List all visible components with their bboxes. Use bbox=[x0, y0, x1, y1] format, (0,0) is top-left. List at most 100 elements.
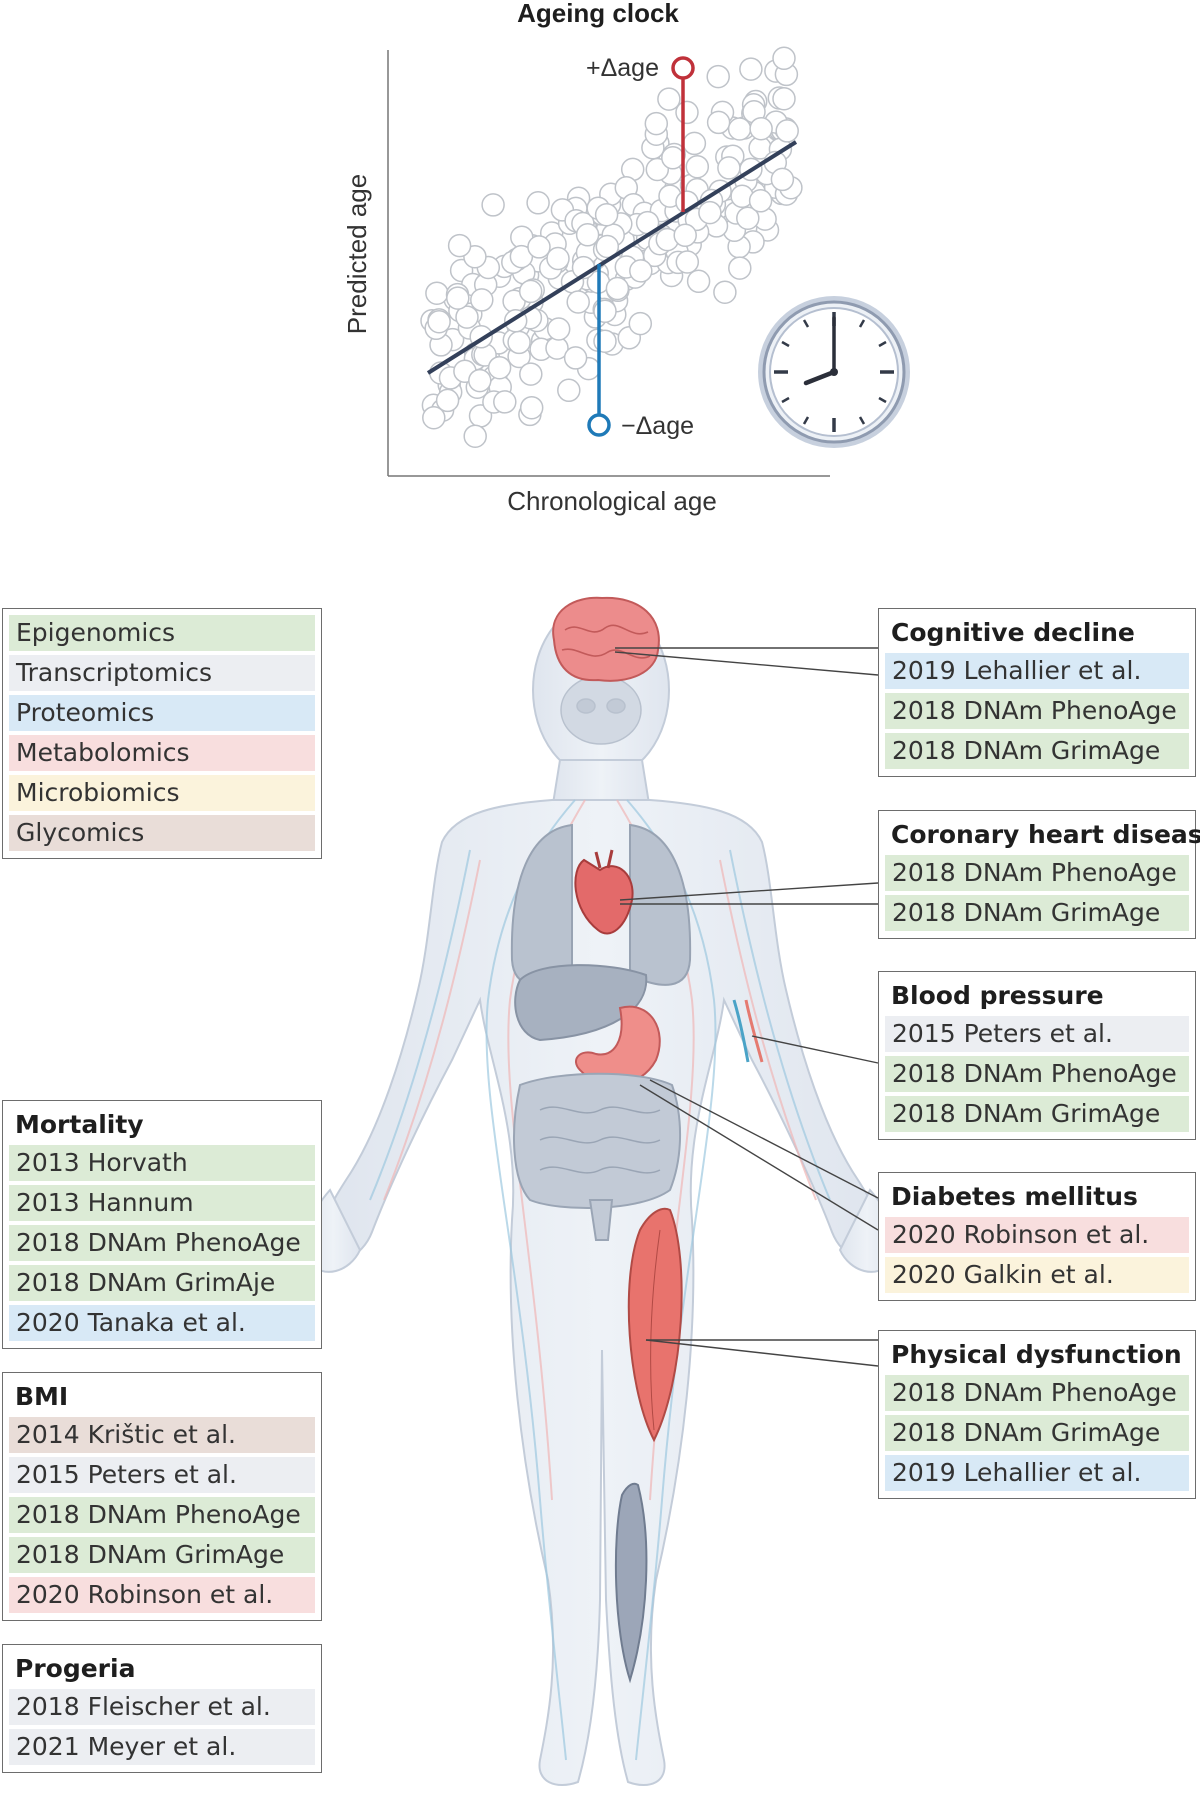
lungs bbox=[510, 823, 692, 986]
y-axis-label: Predicted age bbox=[342, 174, 372, 334]
scatter-point bbox=[563, 346, 588, 370]
plus-delta-marker bbox=[671, 56, 695, 80]
plus-delta-label: +Δage bbox=[586, 54, 659, 82]
scatter-point bbox=[526, 191, 550, 215]
scatter-point bbox=[685, 154, 710, 179]
scatter-point bbox=[527, 235, 551, 259]
scatter-point bbox=[644, 111, 669, 136]
citation-item: 2020 Galkin et al. bbox=[885, 1257, 1189, 1293]
citation-item: 2019 Lehallier et al. bbox=[885, 653, 1189, 689]
scatter-point bbox=[507, 330, 531, 355]
scatter-point bbox=[698, 200, 722, 225]
regression-line bbox=[426, 140, 798, 375]
scatter-point bbox=[673, 223, 697, 248]
legend-item: Transcriptomics bbox=[9, 655, 315, 691]
scatter-point bbox=[435, 388, 460, 413]
bmi-box: BMI 2014 Krištic et al. 2015 Peters et al… bbox=[2, 1372, 322, 1621]
citation-item: 2013 Horvath bbox=[9, 1145, 315, 1181]
clock-tick bbox=[781, 340, 790, 348]
scatter-point bbox=[595, 234, 620, 259]
legend-item: Proteomics bbox=[9, 695, 315, 731]
clock-tick bbox=[858, 319, 866, 328]
callout-lines bbox=[614, 647, 879, 1367]
scatter-point bbox=[657, 87, 681, 111]
scatter-point bbox=[748, 189, 773, 213]
box-title: Mortality bbox=[15, 1110, 144, 1139]
scatter-point bbox=[675, 250, 700, 274]
minus-delta-marker bbox=[587, 413, 611, 437]
calf-muscle bbox=[614, 1482, 648, 1684]
citation-item: 2018 DNAm PhenoAge bbox=[885, 1056, 1189, 1092]
citation-item: 2018 DNAm GrimAge bbox=[885, 1096, 1189, 1132]
scatter-point bbox=[557, 378, 581, 403]
clock-tick bbox=[802, 416, 810, 425]
scatter-point bbox=[675, 100, 699, 125]
heart bbox=[574, 849, 634, 935]
box-title: Blood pressure bbox=[891, 981, 1104, 1010]
scatter-point bbox=[470, 288, 494, 312]
scatter-point bbox=[739, 57, 763, 81]
scatter-point bbox=[519, 362, 543, 386]
scatter-point bbox=[546, 246, 570, 271]
citation-item: 2018 DNAm PhenoAge bbox=[885, 693, 1189, 729]
citation-item: 2020 Robinson et al. bbox=[885, 1217, 1189, 1253]
scatter-point bbox=[546, 317, 571, 341]
blood-pressure-box: Blood pressure 2015 Peters et al. 2018 DN… bbox=[878, 971, 1196, 1140]
citation-item: 2019 Lehallier et al. bbox=[885, 1455, 1189, 1491]
clock-tick bbox=[878, 340, 887, 348]
citation-item: 2020 Tanaka et al. bbox=[9, 1305, 315, 1341]
scatter-point bbox=[717, 156, 741, 180]
citation-item: 2018 DNAm GrimAge bbox=[885, 1415, 1189, 1451]
legend-item: Glycomics bbox=[9, 815, 315, 851]
citation-item: 2018 DNAm PhenoAge bbox=[9, 1497, 315, 1533]
progeria-box: Progeria 2018 Fleischer et al. 2021 Meyer… bbox=[2, 1644, 322, 1773]
mortality-box: Mortality 2013 Horvath 2013 Hannum 2018 DN… bbox=[2, 1100, 322, 1349]
scatter-point bbox=[594, 202, 619, 227]
human-body-illustration bbox=[305, 596, 895, 1786]
scatter-point bbox=[628, 311, 653, 336]
scatter-point bbox=[446, 286, 470, 310]
cognitive-decline-box: Cognitive decline 2019 Lehallier et al. 2… bbox=[878, 608, 1196, 777]
scatter-point bbox=[713, 280, 737, 304]
clock-tick bbox=[878, 396, 887, 404]
ageing-clock-chart: Ageing clock Predicted age Chronological… bbox=[342, 0, 910, 516]
scatter-point bbox=[422, 405, 446, 430]
legend-item: Microbiomics bbox=[9, 775, 315, 811]
scatter-point bbox=[481, 193, 505, 217]
clock-tick bbox=[802, 319, 810, 328]
scatter-point bbox=[605, 276, 630, 301]
box-title: Progeria bbox=[15, 1654, 136, 1683]
scatter-point bbox=[519, 395, 544, 420]
scatter-point bbox=[487, 355, 512, 380]
legend-item: Metabolomics bbox=[9, 735, 315, 771]
citation-item: 2015 Peters et al. bbox=[9, 1457, 315, 1493]
box-title: Coronary heart disease bbox=[891, 820, 1200, 849]
diabetes-mellitus-box: Diabetes mellitus 2020 Robinson et al. 20… bbox=[878, 1172, 1196, 1301]
brain bbox=[552, 596, 660, 682]
scatter-point bbox=[645, 157, 670, 182]
citation-item: 2018 DNAm GrimAge bbox=[885, 895, 1189, 931]
scatter-point bbox=[772, 46, 796, 71]
skull bbox=[560, 675, 642, 745]
citation-item: 2018 DNAm PhenoAge bbox=[885, 855, 1189, 891]
scatter-point bbox=[775, 119, 799, 143]
scatter-point bbox=[493, 390, 517, 414]
coronary-heart-disease-box: Coronary heart disease 2018 DNAm PhenoAg… bbox=[878, 810, 1200, 939]
citation-item: 2018 DNAm GrimAge bbox=[885, 733, 1189, 769]
citation-item: 2020 Robinson et al. bbox=[9, 1577, 315, 1613]
citation-item: 2018 DNAm PhenoAge bbox=[885, 1375, 1189, 1411]
scatter-points bbox=[420, 46, 803, 448]
scatter-point bbox=[427, 309, 451, 334]
scatter-point bbox=[706, 110, 731, 135]
scatter-point bbox=[706, 64, 730, 89]
citation-item: 2018 DNAm GrimAje bbox=[9, 1265, 315, 1301]
minus-delta-label: −Δage bbox=[621, 412, 694, 440]
scatter-point bbox=[749, 116, 773, 141]
scatter-point bbox=[736, 206, 760, 230]
chart-title: Ageing clock bbox=[517, 0, 679, 28]
scatter-point bbox=[566, 290, 590, 314]
scatter-point bbox=[468, 368, 492, 393]
clock-tick bbox=[858, 416, 866, 425]
arm-vessels bbox=[732, 999, 764, 1063]
box-title: Diabetes mellitus bbox=[891, 1182, 1138, 1211]
